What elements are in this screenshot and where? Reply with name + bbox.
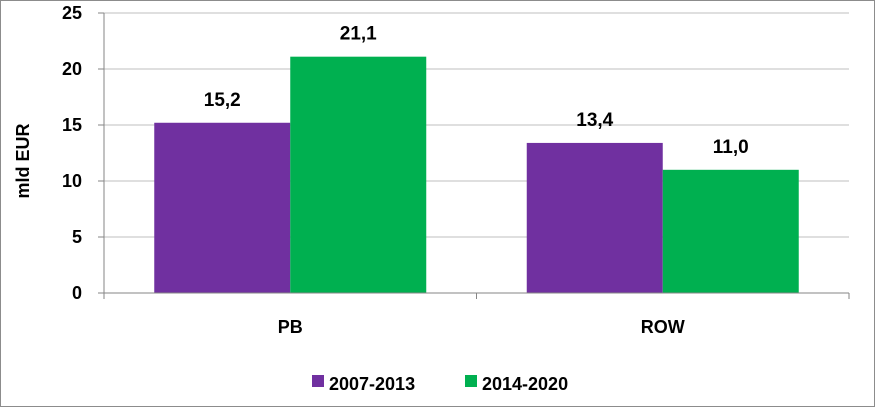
y-tick-label: 15	[62, 115, 82, 135]
legend-swatch	[465, 375, 477, 387]
data-label: 13,4	[576, 110, 613, 131]
bar-2014-2020-PB	[290, 56, 427, 294]
y-tick-label: 25	[62, 3, 82, 23]
legend: 2007-2013 2014-2020	[312, 374, 568, 394]
legend-swatch	[312, 375, 324, 387]
legend-label: 2014-2020	[482, 374, 568, 394]
y-axis-title: mld EUR	[13, 123, 33, 198]
legend-label: 2007-2013	[329, 374, 415, 394]
y-tick-label: 20	[62, 59, 82, 79]
data-label: 15,2	[204, 90, 241, 111]
bars	[154, 56, 799, 294]
bar-2014-2020-ROW	[662, 169, 799, 293]
x-tick-label: PB	[278, 317, 303, 337]
y-tick-label: 0	[72, 283, 82, 303]
y-tick-label: 10	[62, 171, 82, 191]
data-label: 21,1	[340, 24, 377, 45]
data-labels: 15,2 21,1 13,4 11,0	[204, 24, 749, 158]
bar-2007-2013-PB	[154, 122, 291, 293]
data-label: 11,0	[713, 137, 749, 158]
axes: 0 5 10 15 20 25 PB ROW	[62, 3, 850, 337]
x-tick-label: ROW	[641, 317, 685, 337]
y-tick-label: 5	[72, 227, 82, 247]
bar-2007-2013-ROW	[526, 142, 663, 293]
